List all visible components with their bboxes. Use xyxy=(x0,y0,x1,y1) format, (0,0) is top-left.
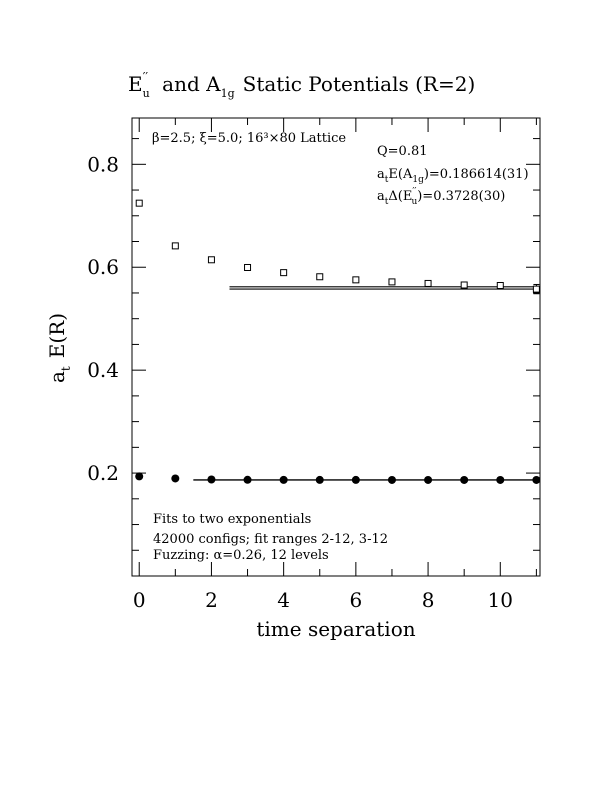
y-tick-label: 0.4 xyxy=(87,358,119,382)
data-point-square xyxy=(207,256,215,264)
data-point-square xyxy=(532,285,540,293)
annotation-fit-note-2: 42000 configs; fit ranges 2-12, 3-12 xyxy=(153,532,388,547)
annotation-fit-note-1: Fits to two exponentials xyxy=(153,512,311,527)
x-tick-label: 8 xyxy=(422,588,435,612)
y-tick-labels: 0.2 0.4 0.6 0.8 xyxy=(87,152,119,485)
data-point-circle xyxy=(243,475,252,484)
x-axis-label: time separation xyxy=(256,617,415,641)
x-tick-label: 6 xyxy=(349,588,362,612)
y-tick-label: 0.6 xyxy=(87,255,119,279)
data-point-circle xyxy=(207,475,216,484)
data-point-circle xyxy=(279,475,288,484)
y-axis-label-sub: t xyxy=(59,366,73,371)
title-end: Static Potentials (R=2) xyxy=(243,72,476,96)
data-point-square xyxy=(280,269,288,277)
x-tick-label: 2 xyxy=(205,588,218,612)
annotation-energy-a1g: atE(A1g)=0.186614(31) xyxy=(377,167,529,185)
title-mid-sub: 1g xyxy=(221,87,235,100)
y-axis-label-rest: E(R) xyxy=(45,313,69,358)
data-point-square xyxy=(460,281,468,289)
data-point-square xyxy=(424,279,432,287)
data-point-circle xyxy=(135,472,144,481)
data-point-circle xyxy=(351,475,360,484)
y-axis-label: at E(R) xyxy=(45,313,73,383)
data-point-circle xyxy=(315,475,324,484)
data-point-circle xyxy=(171,474,180,483)
data-point-square xyxy=(171,242,179,250)
axis-ticks xyxy=(132,118,540,576)
y-axis-label-prefix: a xyxy=(45,371,69,383)
x-tick-label: 4 xyxy=(277,588,290,612)
annotation-delta-eu: atΔ(E′′ u)=0.3728(30) xyxy=(377,187,505,207)
data-point-circle xyxy=(460,475,469,484)
x-tick-label: 0 xyxy=(133,588,146,612)
data-point-square xyxy=(388,278,396,286)
annotation-lattice: β=2.5; ξ=5.0; 16³×80 Lattice xyxy=(152,131,346,146)
y-tick-label: 0.2 xyxy=(87,461,119,485)
data-point-circle xyxy=(496,475,505,484)
annotation-q: Q=0.81 xyxy=(377,144,428,159)
data-points xyxy=(135,199,541,484)
data-point-square xyxy=(135,199,143,207)
title-main: E xyxy=(128,72,143,96)
data-point-square xyxy=(496,282,504,290)
title-main-sup: ′′ xyxy=(143,70,149,84)
data-point-square xyxy=(352,276,360,284)
x-tick-labels: 0 2 4 6 8 10 xyxy=(133,588,513,612)
data-point-circle xyxy=(532,475,541,484)
data-point-square xyxy=(316,273,324,281)
data-point-circle xyxy=(387,475,396,484)
title-mid: and A xyxy=(162,72,221,96)
title-main-sub: u xyxy=(143,87,150,100)
x-tick-label: 10 xyxy=(488,588,513,612)
plot-frame xyxy=(131,117,541,577)
chart-title: Eu ′′ and A1g Static Potentials (R=2) xyxy=(128,70,475,100)
fit-bands xyxy=(193,286,537,481)
data-point-square xyxy=(244,263,252,271)
y-tick-label: 0.8 xyxy=(87,152,119,176)
annotation-fit-note-3: Fuzzing: α=0.26, 12 levels xyxy=(153,548,329,563)
data-point-circle xyxy=(424,475,433,484)
